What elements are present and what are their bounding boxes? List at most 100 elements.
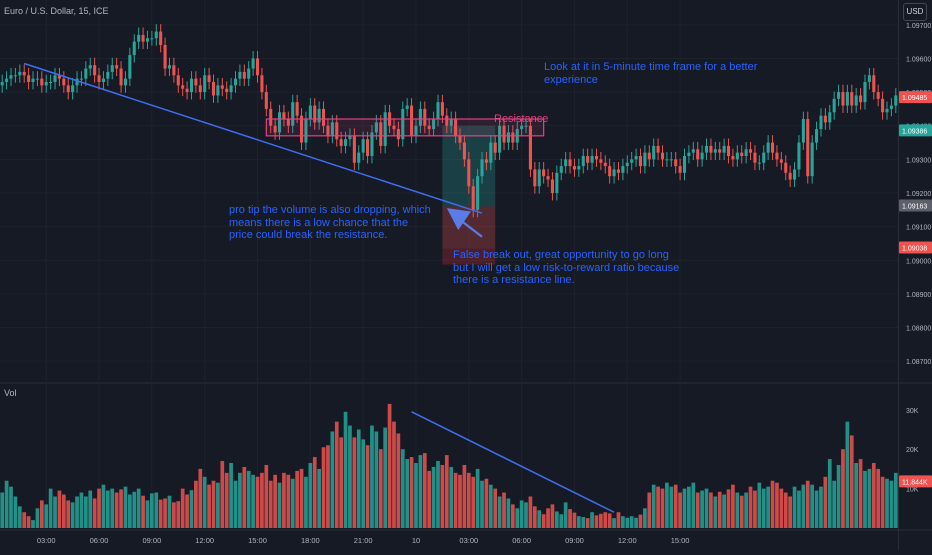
candle-body (731, 156, 735, 160)
volume-bar (436, 461, 440, 528)
candle-body (709, 145, 713, 153)
candle-body (392, 125, 396, 130)
arrow-head (446, 208, 472, 230)
volume-bar (867, 468, 872, 528)
volume-bar (440, 464, 445, 528)
candle-body (682, 156, 687, 173)
candle-body (638, 156, 643, 167)
candle-body (586, 156, 590, 163)
stop-zone-extension (442, 248, 496, 265)
x-tick-label: 03:00 (37, 536, 56, 545)
y-tick-label: 1.08800 (906, 326, 931, 333)
candle-body (211, 82, 216, 96)
price-label-box (899, 124, 932, 137)
candle-body (295, 102, 299, 116)
candle-body (555, 172, 559, 193)
volume-bar (330, 431, 335, 528)
volume-bar (238, 472, 242, 528)
volume-bar (748, 486, 753, 528)
volume-bar (673, 484, 678, 528)
candle-body (634, 156, 638, 160)
volume-bar (717, 491, 722, 528)
candle-body (31, 78, 35, 82)
candle-body (291, 102, 295, 126)
candle-body (84, 68, 88, 79)
volume-bar (444, 455, 449, 528)
candle-body (801, 119, 805, 143)
volume-bar (361, 439, 366, 528)
candle-body (643, 152, 647, 167)
candle-body (753, 152, 757, 163)
volume-bar (603, 512, 608, 528)
volume-bar (612, 518, 616, 528)
candle-body (559, 166, 563, 173)
candle-body (40, 78, 44, 86)
volume-bar (352, 437, 357, 528)
volume-bar (198, 468, 203, 528)
volume-bar (462, 464, 467, 528)
volume-bar (810, 484, 815, 528)
candle-body (546, 176, 550, 180)
volume-bar (669, 486, 674, 528)
currency-button[interactable]: USD (903, 3, 927, 21)
volume-bar (449, 466, 454, 528)
candle-body (608, 166, 612, 177)
candle-body (414, 125, 418, 136)
candle-body (889, 105, 893, 109)
volume-bar (880, 476, 885, 528)
annotation-volume-tip: pro tip the volume is also dropping, whi… (229, 204, 431, 241)
x-tick-label: 12:00 (618, 536, 637, 545)
candle-body (458, 135, 462, 143)
volume-bar (497, 496, 502, 528)
candle-body (854, 95, 858, 106)
candle-body (872, 75, 876, 93)
candle-body (502, 125, 506, 143)
volume-bar (739, 495, 744, 528)
volume-bar (819, 486, 823, 528)
volume-bar (577, 516, 581, 528)
volume-bar (656, 486, 660, 528)
volume-bar (48, 488, 53, 528)
volume-bar (651, 484, 656, 528)
candle-body (189, 78, 194, 93)
volume-bar (326, 445, 330, 528)
volume-bar (893, 472, 898, 528)
volume-bar (286, 474, 291, 528)
candle-body (867, 75, 871, 82)
candle-body (110, 65, 114, 72)
x-tick-label: 18:00 (301, 536, 320, 545)
volume-bar (554, 511, 559, 528)
candle-body (652, 145, 656, 160)
annotation-false-breakout: False break out, great opportunity to go… (453, 249, 680, 286)
volume-bar (57, 490, 62, 528)
volume-bar (515, 508, 520, 528)
volume-bar (31, 520, 35, 528)
volume-bar (242, 466, 247, 528)
candle-body (167, 65, 172, 69)
volume-bar (863, 470, 867, 528)
volume-bar (185, 494, 189, 528)
volume-bar (506, 498, 511, 528)
volume-bar (418, 455, 423, 528)
candle-body (656, 145, 660, 153)
candle-body (718, 149, 722, 153)
candle-body (247, 68, 251, 79)
volume-bar (233, 480, 238, 528)
position-zones (442, 125, 496, 265)
candle-body (480, 159, 484, 177)
volume-bar (660, 488, 665, 528)
volume-bar (744, 492, 748, 528)
volume-bar (66, 500, 71, 528)
price-axis: 1.097001.096001.095001.094001.093001.092… (899, 23, 932, 494)
volume-bar (4, 480, 9, 528)
candle-body (5, 78, 9, 82)
y-tick-label: 1.09600 (906, 56, 931, 63)
volume-bar (466, 472, 471, 528)
candle-body (436, 102, 440, 119)
volume-bar (709, 492, 713, 528)
candle-body (383, 112, 387, 146)
volume-bar (158, 499, 163, 528)
volume-bar (753, 490, 757, 528)
